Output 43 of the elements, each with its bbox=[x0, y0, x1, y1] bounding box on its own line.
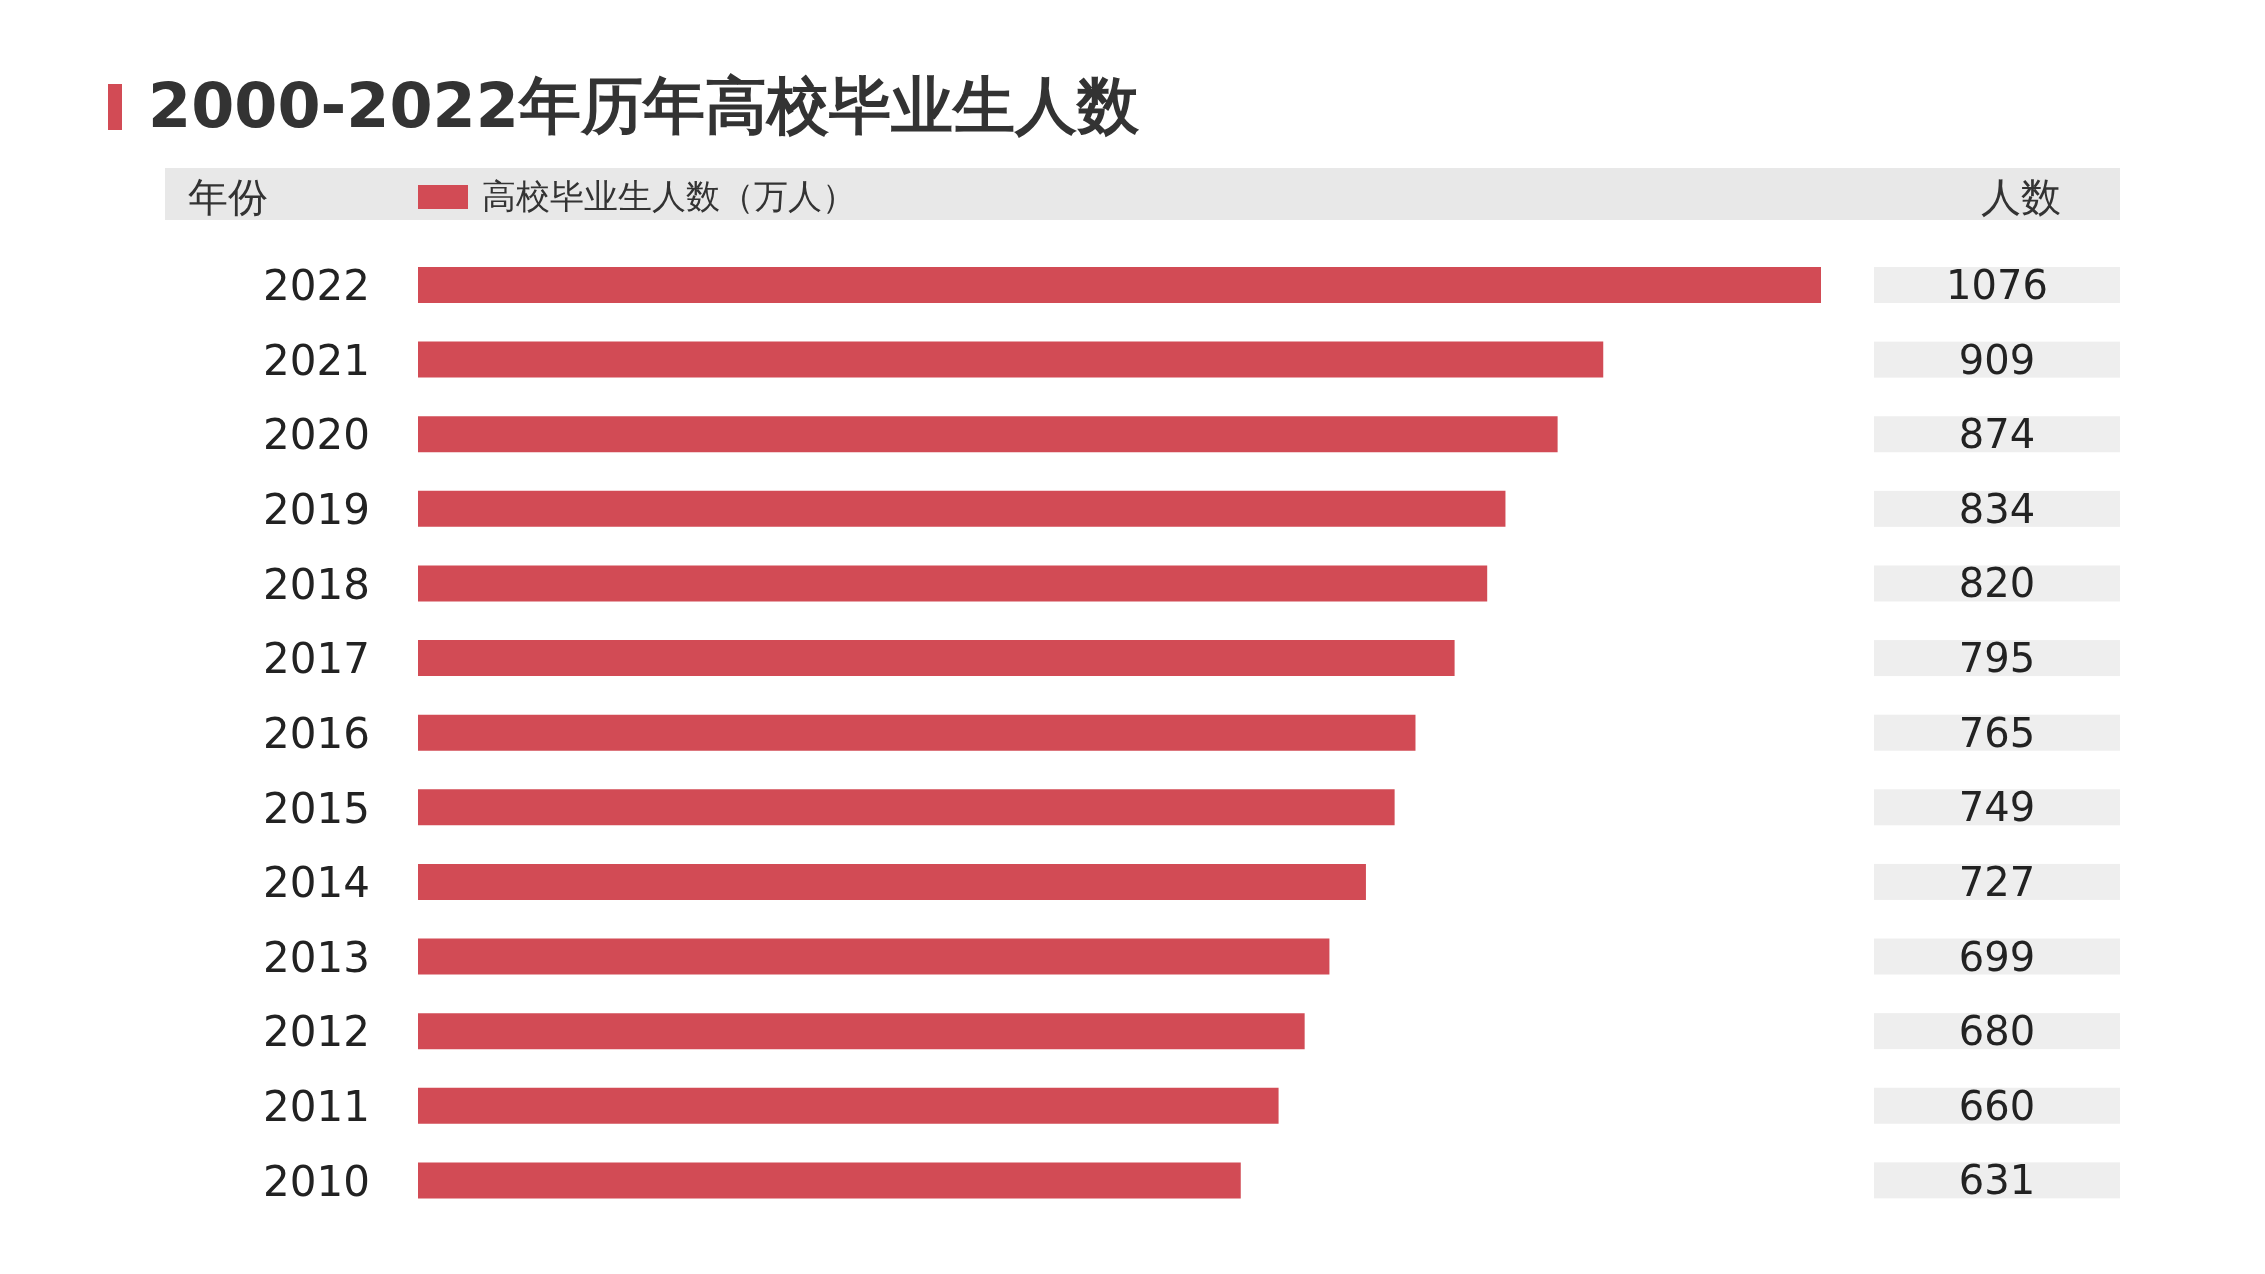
bar bbox=[418, 1087, 1279, 1124]
data-label: 820 bbox=[1958, 560, 2036, 607]
y-tick-label: 2014 bbox=[263, 858, 370, 908]
bar bbox=[418, 267, 1821, 303]
bar bbox=[418, 416, 1558, 453]
data-label: 680 bbox=[1958, 1008, 2036, 1055]
y-tick-label: 2012 bbox=[263, 1007, 370, 1057]
data-label: 727 bbox=[1958, 858, 2036, 905]
bar bbox=[418, 341, 1604, 378]
y-tick-label: 2021 bbox=[263, 335, 370, 385]
data-label: 765 bbox=[1958, 709, 2036, 756]
legend-label: 高校毕业生人数（万人） bbox=[482, 175, 856, 218]
bar bbox=[418, 565, 1488, 602]
y-tick-label: 2013 bbox=[263, 932, 370, 982]
y-tick-label: 2017 bbox=[263, 634, 370, 684]
chart-title: 2000-2022年历年高校毕业生人数 bbox=[148, 68, 1139, 144]
bar bbox=[418, 1013, 1305, 1050]
text: 人数 bbox=[1980, 173, 2062, 222]
y-tick-label: 2020 bbox=[263, 410, 370, 460]
y-tick-label: 2010 bbox=[263, 1156, 370, 1206]
data-label: 834 bbox=[1958, 485, 2036, 532]
data-label: 660 bbox=[1958, 1082, 2036, 1129]
bar bbox=[418, 490, 1506, 527]
y-tick-label: 2019 bbox=[263, 485, 370, 535]
y-tick-label: 2018 bbox=[263, 559, 370, 609]
y-axis-title: 年份 bbox=[188, 173, 268, 222]
data-label: 795 bbox=[1958, 635, 2036, 682]
data-label: 909 bbox=[1958, 336, 2036, 383]
bar bbox=[418, 1162, 1241, 1199]
data-label: 699 bbox=[1958, 933, 2036, 980]
data-label: 1076 bbox=[1946, 262, 2048, 308]
y-tick-label: 2015 bbox=[263, 783, 370, 833]
bar bbox=[418, 863, 1366, 900]
bar bbox=[418, 789, 1395, 826]
y-tick-label: 2022 bbox=[263, 261, 370, 311]
bar bbox=[418, 938, 1330, 975]
y-tick-label: 2016 bbox=[263, 708, 370, 758]
data-label: 631 bbox=[1958, 1157, 2036, 1204]
data-label: 874 bbox=[1958, 411, 2036, 458]
data-label: 749 bbox=[1958, 784, 2036, 831]
y-tick-label: 2011 bbox=[263, 1081, 370, 1131]
bar bbox=[418, 640, 1455, 677]
bar bbox=[418, 714, 1416, 751]
